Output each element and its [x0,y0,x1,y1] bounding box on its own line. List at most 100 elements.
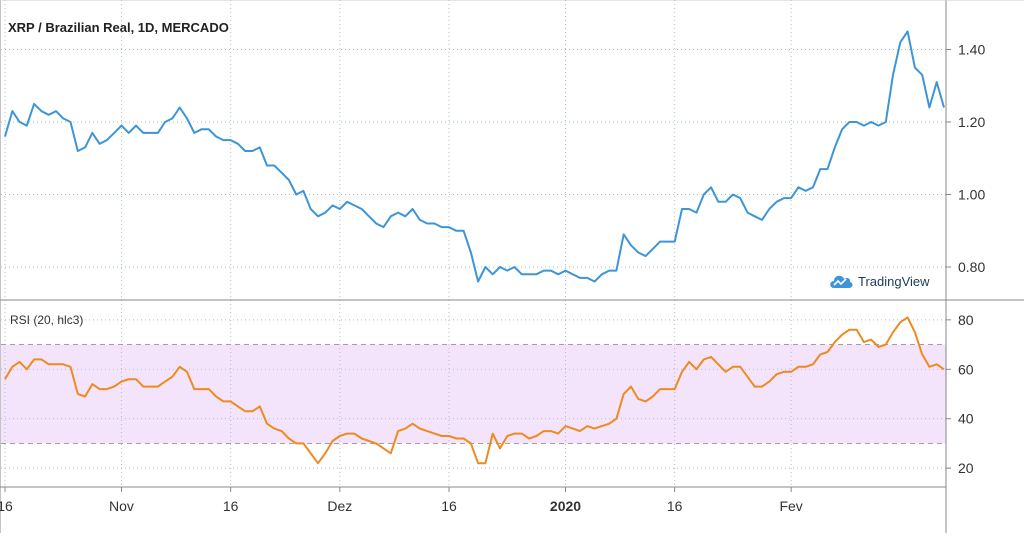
rsi-point [543,430,545,432]
rsi-point [339,435,341,437]
price-point [601,273,603,275]
price-point [11,110,13,112]
price-point [564,270,566,272]
rsi-point [659,388,661,390]
price-point [150,132,152,134]
price-point [404,215,406,217]
rsi-point [40,358,42,360]
price-point [543,270,545,272]
rsi-point [739,366,741,368]
price-point [332,204,334,206]
rsi-label: RSI (20, hlc3) [10,313,83,327]
price-point [142,132,144,134]
price-point [717,201,719,203]
rsi-point [433,433,435,435]
price-point [106,139,108,141]
price-axis-ticks: 0.80 1.00 1.20 1.40 [946,42,985,275]
rsi-point [171,376,173,378]
price-point [77,150,79,152]
rsi-point [681,371,683,373]
price-point [535,273,537,275]
price-point [754,215,756,217]
rsi-point [892,331,894,333]
price-point [273,165,275,167]
price-point [484,266,486,268]
rsi-point [514,433,516,435]
rsi-point [142,386,144,388]
price-point [848,121,850,123]
rsi-point [856,329,858,331]
rsi-point [586,425,588,427]
rsi-point [33,358,35,360]
price-point [84,146,86,148]
price-point [725,201,727,203]
rsi-point [222,400,224,402]
price-point [448,226,450,228]
price-point [885,121,887,123]
rsi-point [208,388,210,390]
price-point [732,194,734,196]
rsi-point [230,400,232,402]
price-point [91,132,93,134]
price-point [783,197,785,199]
rsi-point [368,440,370,442]
rsi-point [383,447,385,449]
price-point [295,194,297,196]
rsi-point [135,378,137,380]
rsi-point [397,430,399,432]
price-point [120,125,122,127]
price-point [426,223,428,225]
rsi-point [201,388,203,390]
rsi-point [805,366,807,368]
price-point [659,241,661,243]
price-point [776,201,778,203]
rsi-point [652,395,654,397]
rsi-point [99,388,101,390]
price-point [390,215,392,217]
time-tick-label: 16 [223,498,239,514]
rsi-point [91,383,93,385]
price-tick-label: 1.40 [958,42,985,58]
price-point [594,281,596,283]
rsi-point [128,378,130,380]
price-point [586,277,588,279]
price-point [550,270,552,272]
price-point [237,143,239,145]
rsi-point [419,428,421,430]
rsi-point [645,400,647,402]
rsi-point [11,366,13,368]
rsi-point [492,433,494,435]
price-point [215,136,217,138]
rsi-point [761,386,763,388]
price-point [936,81,938,83]
rsi-point [361,438,363,440]
rsi-point [623,393,625,395]
price-point [55,110,57,112]
rsi-point [455,438,457,440]
price-tick-label: 1.20 [958,114,985,130]
price-point [463,230,465,232]
rsi-tick-label: 20 [958,460,974,476]
rsi-tick-label: 40 [958,411,974,427]
rsi-point [441,435,443,437]
tradingview-logo[interactable]: TradingView [828,272,930,290]
rsi-point [62,363,64,365]
price-point [630,244,632,246]
price-point [113,132,115,134]
price-point [201,128,203,130]
rsi-point [288,438,290,440]
price-point [819,168,821,170]
price-point [40,110,42,112]
price-point [302,190,304,192]
price-point [674,241,676,243]
rsi-point [594,428,596,430]
rsi-point [273,428,275,430]
price-point [266,165,268,167]
price-point [870,121,872,123]
rsi-band-lines [1,344,946,444]
time-axis-ticks: 16 Nov 16 Dez 16 2020 16 Fev [0,487,803,514]
price-point [361,208,363,210]
rsi-overbought-oversold-band [1,344,946,444]
price-point [164,121,166,123]
